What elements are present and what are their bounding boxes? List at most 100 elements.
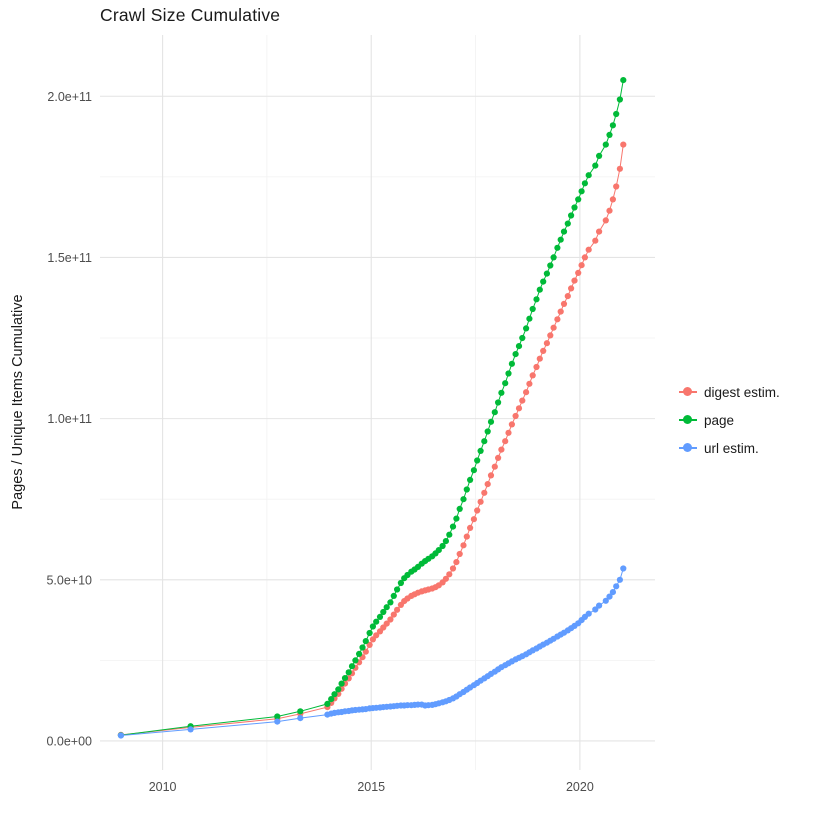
data-point	[596, 152, 603, 159]
data-point	[481, 438, 488, 445]
data-point	[491, 409, 498, 416]
data-point	[616, 165, 624, 172]
data-point	[442, 575, 449, 582]
data-point	[456, 550, 463, 558]
data-point	[394, 586, 401, 593]
data-point	[467, 524, 474, 532]
data-point	[187, 726, 194, 733]
data-point	[460, 496, 467, 503]
legend-label: url estim.	[704, 440, 759, 456]
data-point	[606, 207, 613, 214]
data-point	[362, 648, 369, 655]
data-point	[390, 611, 397, 618]
data-point	[529, 305, 536, 313]
data-point	[487, 472, 495, 479]
data-point	[505, 429, 512, 436]
data-point	[602, 597, 609, 604]
data-point	[502, 380, 509, 387]
data-point	[495, 399, 502, 406]
data-point	[515, 405, 523, 412]
data-point	[274, 713, 281, 720]
y-tick-label: 2.0e+11	[47, 90, 92, 104]
data-point	[585, 610, 592, 617]
legend: digest estim. page url estim.	[679, 378, 780, 462]
data-point	[446, 531, 453, 538]
data-point	[366, 641, 373, 649]
data-point	[495, 454, 502, 461]
data-point	[550, 254, 557, 261]
legend-item-page[interactable]: page	[679, 406, 780, 434]
data-point	[616, 576, 624, 583]
data-point	[331, 691, 338, 698]
data-point	[383, 620, 390, 627]
data-point	[515, 343, 523, 350]
data-point	[568, 285, 575, 292]
data-point	[578, 188, 585, 195]
data-point	[474, 507, 481, 514]
legend-label: digest estim.	[704, 384, 780, 400]
data-point	[547, 332, 554, 339]
data-point	[596, 602, 603, 609]
data-point	[519, 397, 526, 404]
data-point	[526, 380, 533, 387]
x-tick-label: 2010	[149, 780, 177, 794]
data-point	[602, 217, 609, 224]
legend-key	[679, 439, 697, 457]
data-point	[543, 270, 551, 277]
data-point	[575, 196, 582, 203]
data-point	[557, 236, 564, 243]
series-line-digest-estim-	[120, 144, 624, 736]
data-point	[117, 732, 124, 739]
data-point	[564, 220, 571, 227]
data-point	[505, 370, 512, 377]
data-point	[523, 325, 530, 332]
x-tick-label: 2020	[566, 780, 594, 794]
data-point	[387, 616, 394, 623]
data-point	[449, 523, 457, 530]
data-point	[508, 421, 515, 428]
data-point	[609, 122, 617, 129]
data-point	[585, 246, 592, 253]
data-point	[602, 141, 609, 148]
data-point	[575, 269, 582, 276]
data-point	[484, 428, 491, 435]
data-point	[484, 481, 491, 488]
data-point	[620, 141, 627, 148]
data-point	[512, 351, 519, 358]
data-point	[606, 131, 613, 138]
data-point	[585, 172, 592, 179]
data-point	[481, 489, 488, 496]
data-point	[581, 254, 589, 261]
data-point	[512, 412, 519, 420]
data-point	[474, 457, 481, 464]
y-tick-label: 1.0e+11	[47, 412, 92, 426]
data-point	[356, 650, 363, 658]
data-point	[453, 515, 460, 522]
data-point	[592, 162, 599, 169]
data-point	[508, 360, 515, 367]
data-point	[554, 316, 561, 323]
legend-item-digest-estim[interactable]: digest estim.	[679, 378, 780, 406]
data-point	[352, 657, 359, 664]
data-point	[613, 183, 620, 190]
data-point	[453, 559, 460, 566]
data-point	[498, 446, 505, 453]
data-point	[616, 96, 624, 103]
point-swatch-icon	[683, 415, 692, 424]
series-line-page	[120, 80, 624, 736]
data-point	[571, 277, 578, 284]
data-point	[470, 516, 477, 523]
y-tick-label: 1.5e+11	[47, 251, 92, 265]
legend-key	[679, 383, 697, 401]
data-point	[554, 244, 561, 251]
legend-item-url-estim[interactable]: url estim.	[679, 434, 780, 462]
data-point	[523, 389, 530, 396]
data-point	[529, 372, 536, 379]
data-point	[439, 542, 446, 550]
data-point	[467, 476, 474, 483]
data-point	[543, 340, 551, 347]
data-point	[449, 565, 457, 572]
data-point	[526, 315, 533, 322]
data-point	[609, 589, 617, 596]
